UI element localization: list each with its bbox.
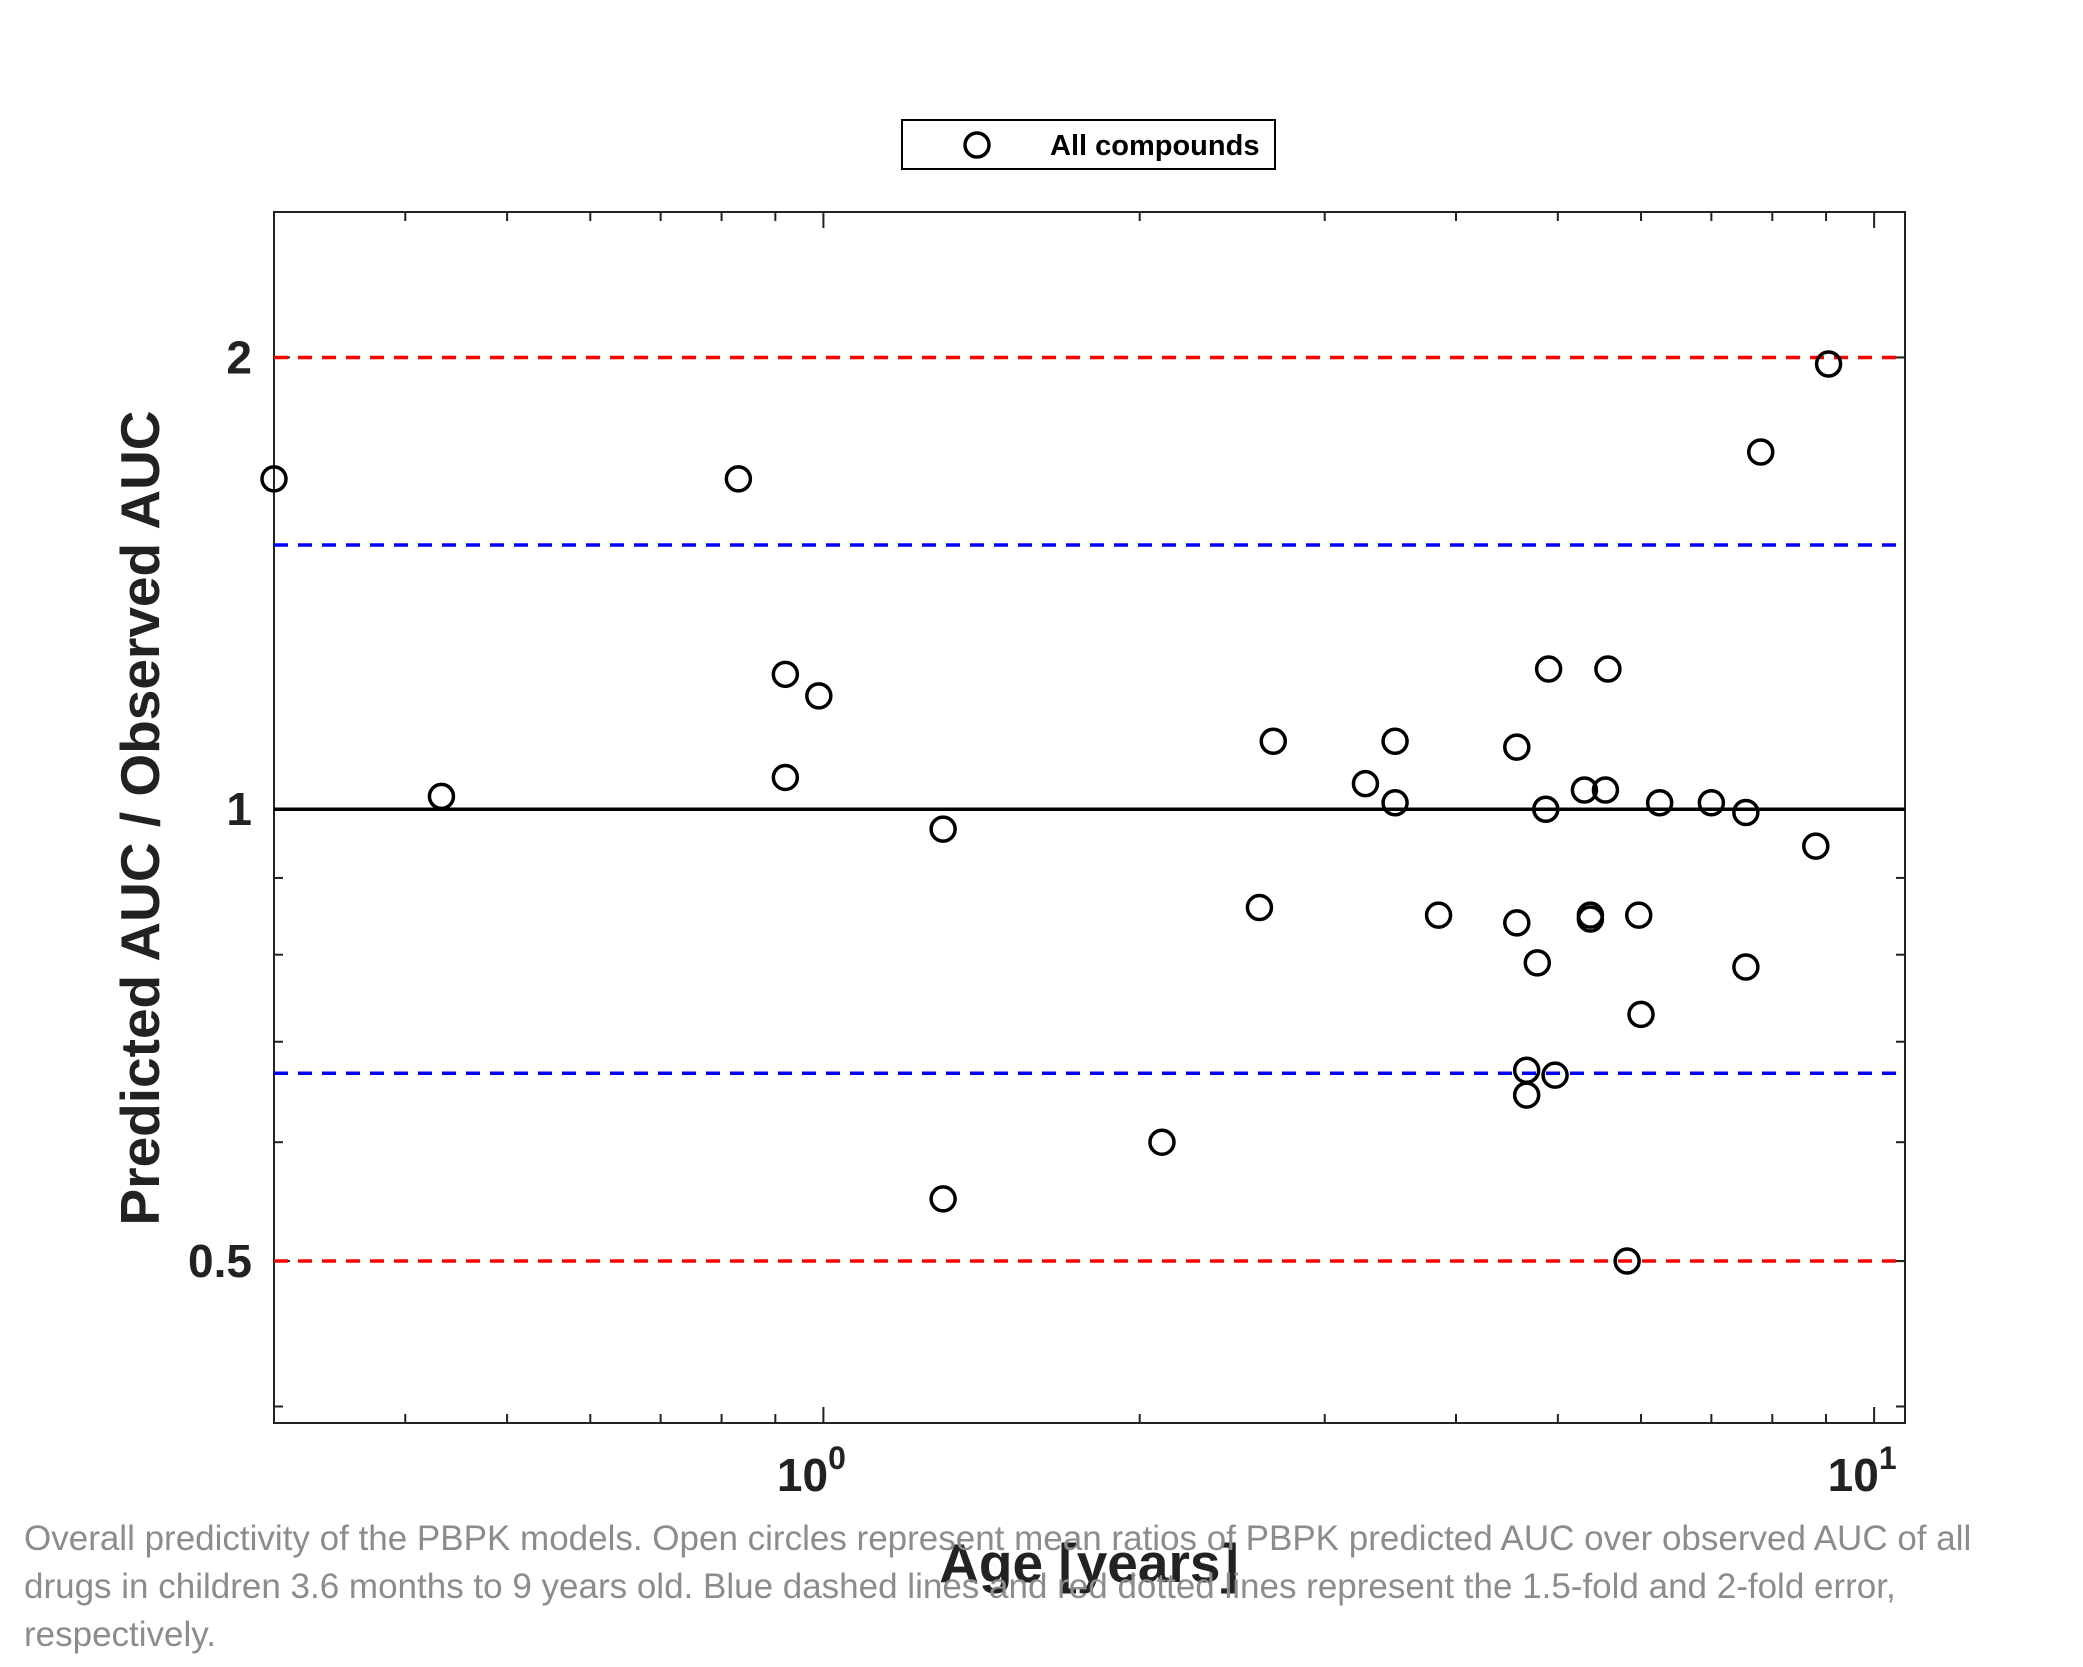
data-point — [1512, 1081, 1541, 1109]
data-point — [1148, 1128, 1176, 1156]
axis-ticks — [273, 212, 1905, 1423]
data-point — [1814, 350, 1843, 378]
data-point — [1381, 789, 1409, 817]
figure-caption: Overall predictivity of the PBPK models.… — [24, 1519, 1972, 1654]
data-point — [1532, 795, 1560, 823]
tick-labels: 0.5 1 2 100 101 — [188, 331, 1897, 1501]
data-point — [1746, 438, 1775, 466]
y-axis-label: Predicted AUC / Observed AUC — [109, 410, 171, 1225]
data-point — [1732, 953, 1760, 981]
legend-marker-icon — [963, 131, 991, 159]
plot-area — [273, 211, 1906, 1424]
data-point — [1503, 909, 1531, 937]
data-point — [771, 660, 800, 689]
legend: All compounds — [901, 119, 1276, 170]
data-point — [1523, 949, 1552, 977]
data-point — [1381, 727, 1409, 755]
data-point — [1534, 655, 1563, 683]
data-point — [929, 1185, 957, 1213]
y-tick-label: 0.5 — [188, 1235, 252, 1287]
data-point — [1697, 789, 1726, 817]
data-point — [1503, 733, 1531, 761]
data-point — [1591, 776, 1620, 804]
data-point — [771, 763, 800, 792]
data-point — [1594, 655, 1622, 683]
data-point — [1732, 798, 1760, 827]
x-tick-label: 101 — [1828, 1440, 1897, 1501]
data-point — [1627, 1000, 1655, 1029]
data-point — [1259, 727, 1288, 755]
legend-entry-label: All compounds — [1050, 130, 1259, 162]
data-point — [1424, 901, 1453, 929]
data-point — [1351, 769, 1380, 798]
y-tick-label: 1 — [226, 783, 252, 835]
x-axis-label: Age [years] — [939, 1532, 1239, 1594]
data-point — [1570, 776, 1599, 804]
data-point — [1245, 893, 1274, 922]
data-point — [1645, 789, 1674, 817]
y-tick-label: 2 — [226, 331, 252, 383]
data-point — [1802, 832, 1830, 860]
reference-lines — [274, 355, 1905, 1263]
data-point — [260, 465, 288, 493]
data-point — [929, 815, 957, 843]
data-points — [260, 350, 1843, 1275]
data-point — [1613, 1247, 1641, 1275]
data-point — [1541, 1061, 1569, 1089]
x-tick-label: 100 — [777, 1440, 846, 1501]
data-point — [1576, 905, 1605, 933]
data-point — [805, 682, 833, 710]
data-point — [1624, 901, 1653, 929]
data-point — [724, 465, 753, 493]
data-point — [427, 782, 456, 811]
